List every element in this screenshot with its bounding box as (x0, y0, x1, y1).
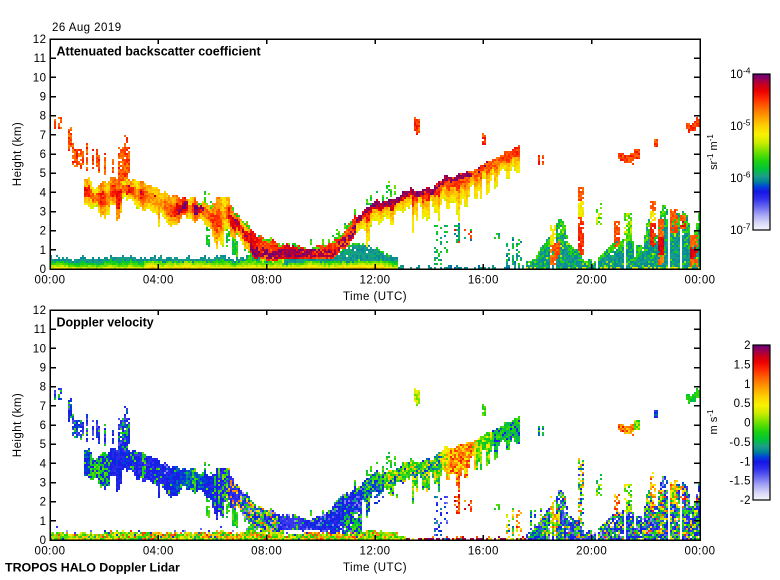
svg-text:0: 0 (40, 264, 47, 276)
svg-text:00:00: 00:00 (34, 546, 65, 558)
svg-text:11: 11 (34, 324, 47, 336)
svg-text:-0.5: -0.5 (729, 437, 751, 449)
svg-text:12: 12 (33, 305, 47, 317)
svg-text:5: 5 (40, 168, 47, 180)
svg-text:04:00: 04:00 (143, 275, 174, 287)
svg-text:20:00: 20:00 (576, 275, 607, 287)
svg-text:3: 3 (40, 478, 47, 490)
svg-text:00:00: 00:00 (34, 275, 65, 287)
svg-text:Attenuated backscatter coeffic: Attenuated backscatter coefficient (57, 45, 262, 59)
svg-text:-1: -1 (740, 456, 751, 468)
svg-text:4: 4 (40, 187, 47, 199)
svg-text:-2: -2 (740, 495, 751, 507)
svg-text:-1.5: -1.5 (729, 476, 751, 488)
svg-text:0: 0 (744, 418, 751, 430)
svg-text:04:00: 04:00 (143, 546, 174, 558)
svg-text:5: 5 (40, 439, 47, 451)
svg-text:1.5: 1.5 (734, 359, 751, 371)
svg-text:2: 2 (40, 497, 47, 509)
svg-text:Time (UTC): Time (UTC) (343, 562, 407, 574)
svg-text:16:00: 16:00 (468, 546, 499, 558)
svg-text:6: 6 (40, 420, 47, 432)
svg-text:9: 9 (40, 92, 47, 104)
svg-text:7: 7 (40, 130, 47, 142)
svg-text:20:00: 20:00 (576, 546, 607, 558)
svg-text:6: 6 (40, 149, 47, 161)
svg-text:2: 2 (40, 226, 47, 238)
svg-text:16:00: 16:00 (468, 275, 499, 287)
svg-text:Height (km): Height (km) (12, 122, 24, 186)
svg-text:1: 1 (40, 245, 47, 257)
svg-text:TROPOS HALO Doppler Lidar: TROPOS HALO Doppler Lidar (5, 561, 180, 575)
svg-text:2: 2 (744, 340, 751, 352)
svg-text:Doppler velocity: Doppler velocity (57, 316, 154, 330)
svg-text:7: 7 (40, 401, 47, 413)
svg-text:10: 10 (33, 343, 47, 355)
svg-text:00:00: 00:00 (684, 275, 715, 287)
svg-text:8: 8 (40, 382, 47, 394)
svg-text:4: 4 (40, 458, 47, 470)
svg-text:08:00: 08:00 (251, 546, 282, 558)
svg-text:12:00: 12:00 (359, 275, 390, 287)
svg-text:9: 9 (40, 363, 47, 375)
svg-text:00:00: 00:00 (684, 546, 715, 558)
svg-text:1: 1 (744, 379, 751, 391)
svg-text:10: 10 (33, 72, 47, 84)
svg-text:Time (UTC): Time (UTC) (343, 291, 407, 303)
svg-text:Height (km): Height (km) (12, 393, 24, 457)
svg-text:8: 8 (40, 111, 47, 123)
svg-text:08:00: 08:00 (251, 275, 282, 287)
svg-text:sr-1 m-1: sr-1 m-1 (706, 134, 720, 170)
svg-text:11: 11 (34, 53, 47, 65)
svg-text:26 Aug 2019: 26 Aug 2019 (52, 22, 122, 34)
svg-text:0.5: 0.5 (734, 398, 751, 410)
svg-text:3: 3 (40, 207, 47, 219)
svg-text:12: 12 (33, 34, 47, 46)
svg-text:12:00: 12:00 (359, 546, 390, 558)
svg-text:0: 0 (40, 535, 47, 547)
svg-text:1: 1 (40, 516, 47, 528)
